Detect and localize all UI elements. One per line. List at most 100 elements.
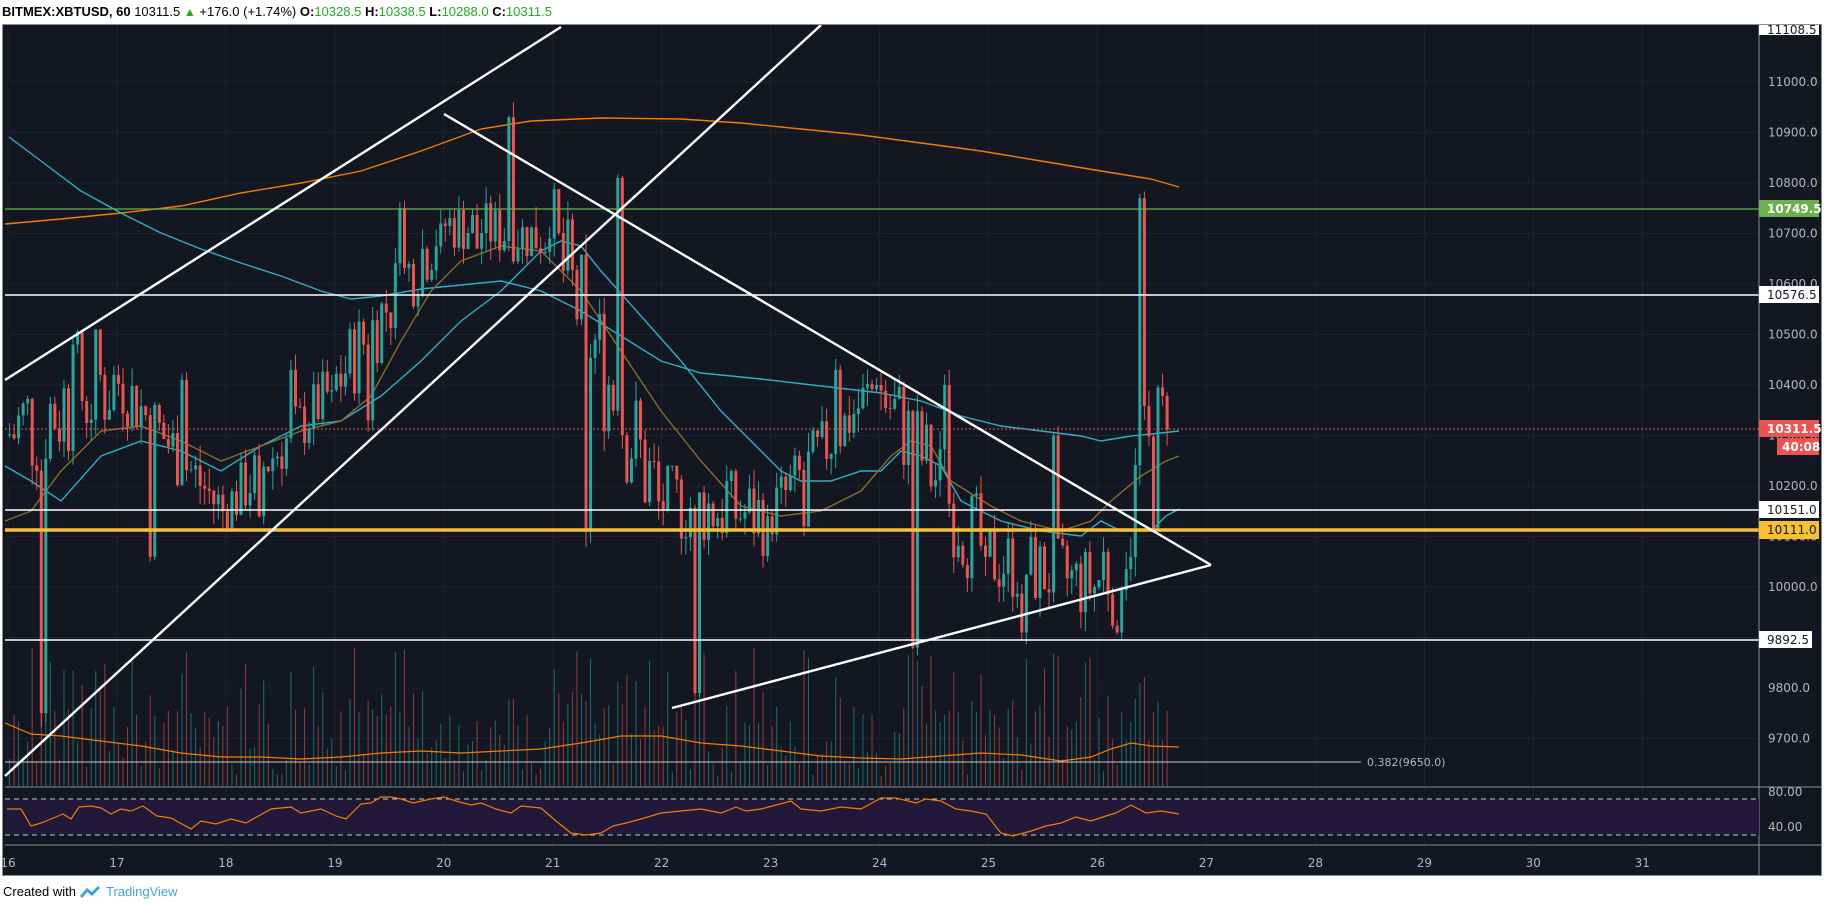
chart-element	[312, 384, 316, 430]
chart-element	[902, 386, 906, 466]
ma-teal-fast-line	[4, 240, 1180, 537]
chart-element	[198, 465, 202, 486]
tradingview-link[interactable]: TradingView	[105, 884, 178, 899]
chart-element	[103, 374, 107, 420]
chart-element	[657, 461, 661, 502]
chart-element	[239, 462, 243, 515]
chart-element	[779, 476, 783, 488]
chart-element	[343, 373, 347, 387]
rsi-tick-40: 40.00	[1768, 820, 1802, 834]
chart-element	[121, 383, 125, 414]
chart-element	[271, 458, 275, 472]
chart-element	[30, 398, 34, 466]
time-tick: 27	[1199, 856, 1214, 870]
chart-element	[1006, 538, 1010, 574]
chart-element	[389, 312, 393, 329]
chart-element	[693, 507, 697, 694]
rsi-tick-80: 80.00	[1768, 785, 1802, 799]
price-badges: 11108.5 10749.5 10576.5 10311.5 40:08 10…	[1759, 25, 1821, 648]
chart-element	[920, 411, 924, 461]
chart-element	[339, 373, 343, 387]
chart-element	[1015, 593, 1019, 597]
chart-element	[144, 406, 148, 416]
chart-element	[797, 455, 801, 470]
chart-element	[502, 241, 506, 251]
time-tick: 26	[1090, 856, 1105, 870]
chart-element	[362, 321, 366, 345]
price-change: +176.0 (+1.74%)	[199, 4, 297, 19]
chart-element	[924, 424, 928, 461]
chart-element	[893, 398, 897, 409]
chart-element	[1115, 625, 1119, 633]
chart-element	[1111, 594, 1115, 626]
badge-countdown: 40:08	[1782, 440, 1820, 454]
chart-element	[661, 501, 665, 511]
badge-10576-5: 10576.5	[1767, 288, 1817, 302]
time-tick: 24	[872, 856, 887, 870]
chart-element	[57, 428, 61, 442]
chart-element	[17, 415, 21, 439]
chart-element	[225, 511, 229, 532]
chart-element	[711, 503, 715, 527]
chart-canvas[interactable]: 0.382(9650.0) 9700.09800.09900.010000.01…	[3, 25, 1821, 875]
chart-element	[865, 384, 869, 388]
chart-element	[325, 371, 329, 392]
rsi-axis: 80.00 40.00	[1768, 785, 1802, 834]
chart-element	[321, 371, 325, 420]
chart-element	[280, 456, 284, 469]
chart-element	[847, 415, 851, 433]
chart-element	[1052, 435, 1056, 593]
chart-element	[484, 203, 488, 234]
chart-element	[738, 518, 742, 520]
chart-element	[548, 238, 552, 252]
chart-element	[856, 408, 860, 414]
chart-element	[956, 545, 960, 558]
chart-element	[89, 419, 93, 423]
chart-element	[965, 564, 969, 579]
chart-element	[884, 390, 888, 408]
chart-element	[357, 321, 361, 394]
chart-element	[775, 487, 779, 535]
chart-element	[80, 331, 84, 402]
chart-element	[416, 295, 420, 307]
chart-element	[303, 406, 307, 443]
chart-frame[interactable]: 0.382(9650.0) 9700.09800.09900.010000.01…	[2, 24, 1822, 876]
chart-element	[961, 545, 965, 565]
chart-element	[825, 421, 829, 459]
chart-element	[475, 215, 479, 249]
chart-element	[1129, 556, 1133, 570]
chart-element	[407, 263, 411, 268]
chart-element	[248, 492, 252, 506]
price-tick: 10400.0	[1768, 378, 1818, 392]
chart-element	[402, 208, 406, 268]
chart-element	[443, 223, 447, 227]
time-tick: 23	[763, 856, 778, 870]
chart-element	[53, 403, 57, 429]
chart-element	[1029, 537, 1033, 575]
chart-element	[498, 210, 502, 251]
chart-element	[593, 339, 597, 358]
badge-9892-5: 9892.5	[1767, 633, 1809, 647]
chart-element	[725, 480, 729, 534]
chart-element	[620, 177, 624, 436]
chart-element	[375, 320, 379, 364]
chart-element	[761, 500, 765, 556]
price-tick: 10700.0	[1768, 227, 1818, 241]
chart-element	[1161, 387, 1165, 396]
chart-element	[380, 303, 384, 364]
chart-element	[579, 254, 583, 320]
descending-line	[443, 112, 1212, 567]
chart-element	[525, 227, 529, 257]
rsi-band	[5, 799, 1759, 835]
chart-element	[126, 413, 130, 427]
chart-element	[466, 232, 470, 249]
chart-element	[570, 219, 574, 270]
chart-element	[1151, 436, 1155, 529]
chart-element	[221, 494, 225, 512]
chart-element	[1759, 25, 1819, 35]
chart-element	[870, 384, 874, 390]
chart-element	[1079, 563, 1083, 613]
chart-element	[493, 210, 497, 242]
chart-element	[35, 465, 39, 471]
chart-element	[766, 516, 770, 556]
